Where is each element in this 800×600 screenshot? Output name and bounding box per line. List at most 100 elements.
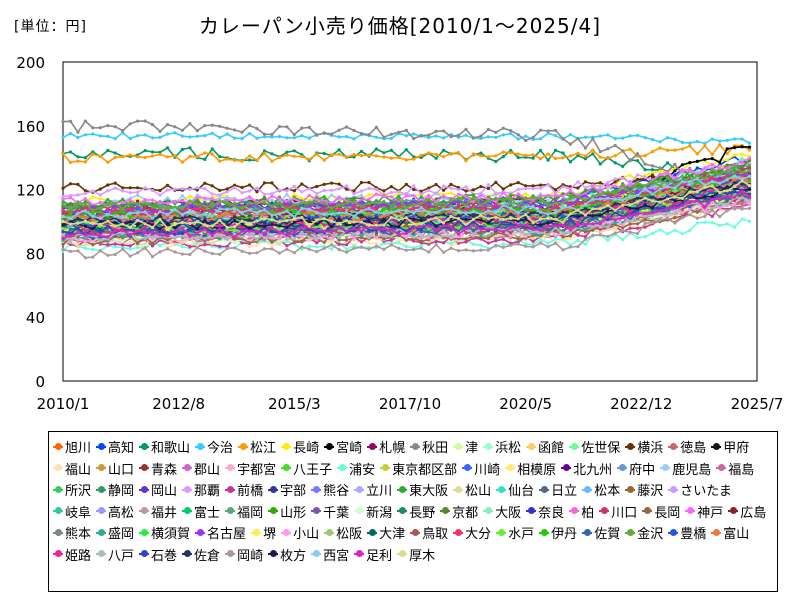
data-point: [136, 186, 140, 190]
data-point: [330, 188, 334, 192]
data-point: [486, 155, 490, 159]
data-point: [546, 158, 550, 162]
data-point: [165, 132, 170, 136]
data-point: [539, 128, 543, 132]
data-point: [733, 153, 737, 157]
data-point: [337, 187, 341, 191]
data-point: [262, 181, 267, 185]
data-point: [404, 198, 408, 202]
data-point: [636, 186, 640, 190]
data-point: [419, 243, 423, 248]
data-point: [210, 184, 214, 188]
data-point: [524, 134, 528, 138]
data-point: [188, 154, 192, 159]
data-point: [539, 186, 543, 190]
data-point: [359, 149, 364, 153]
data-point: [352, 192, 356, 196]
data-point: [546, 152, 550, 156]
data-point: [598, 227, 602, 231]
data-point: [680, 163, 685, 167]
data-point: [404, 134, 408, 138]
data-point: [427, 135, 431, 140]
data-point: [561, 151, 565, 155]
data-point: [233, 136, 237, 140]
data-point: [121, 129, 125, 133]
data-point: [98, 187, 102, 191]
data-point: [501, 126, 505, 130]
data-point: [464, 159, 468, 163]
data-point: [442, 129, 446, 133]
data-point: [650, 150, 655, 154]
data-point: [419, 134, 423, 138]
data-point: [471, 152, 475, 156]
data-point: [643, 173, 647, 177]
data-point: [225, 132, 229, 136]
data-point: [337, 242, 341, 246]
data-point: [576, 136, 580, 141]
data-point: [412, 132, 416, 136]
data-point: [76, 193, 80, 197]
data-point: [680, 140, 685, 145]
data-point: [180, 134, 184, 138]
data-point: [621, 149, 625, 153]
data-point: [113, 245, 117, 249]
data-point: [501, 187, 505, 191]
data-point: [412, 187, 416, 192]
data-point: [68, 182, 73, 186]
data-point: [703, 141, 707, 145]
data-point: [621, 193, 625, 197]
data-point: [83, 243, 87, 247]
data-point: [516, 137, 520, 141]
data-point: [218, 188, 222, 192]
data-point: [180, 194, 184, 198]
data-point: [173, 125, 177, 129]
data-point: [91, 150, 95, 154]
data-point: [740, 217, 744, 221]
data-point: [210, 192, 214, 196]
data-point: [524, 138, 528, 143]
data-point: [382, 189, 386, 193]
data-point: [561, 137, 565, 141]
data-point: [747, 141, 752, 145]
data-point: [277, 188, 281, 192]
data-point: [673, 228, 677, 232]
data-point: [389, 136, 393, 140]
data-point: [359, 193, 364, 197]
data-point: [486, 127, 490, 132]
data-point: [688, 144, 692, 148]
data-point: [598, 162, 602, 166]
data-point: [650, 168, 655, 172]
data-point: [300, 196, 304, 200]
data-point: [136, 245, 140, 250]
data-point: [61, 135, 65, 139]
data-point: [531, 136, 535, 140]
data-point: [195, 243, 199, 247]
data-point: [509, 132, 513, 136]
data-point: [165, 146, 170, 150]
data-point: [195, 193, 199, 197]
data-point: [337, 135, 341, 139]
data-point: [248, 154, 252, 158]
data-point: [636, 159, 640, 163]
data-point: [553, 128, 558, 132]
data-point: [367, 186, 371, 190]
data-point: [330, 247, 334, 251]
data-point: [389, 132, 393, 136]
data-point: [150, 123, 155, 127]
data-point: [255, 207, 259, 211]
data-point: [352, 137, 356, 141]
data-point: [524, 153, 528, 157]
data-point: [210, 131, 214, 135]
data-point: [427, 151, 431, 155]
data-point: [434, 239, 438, 243]
data-point: [352, 155, 356, 159]
data-point: [494, 135, 498, 139]
data-point: [539, 237, 543, 241]
data-point: [76, 135, 80, 140]
data-point: [397, 155, 401, 160]
data-point: [471, 136, 475, 140]
chart-title: カレーパン小売り価格[2010/1～2025/4]: [198, 14, 602, 38]
data-point: [643, 175, 647, 179]
data-point: [553, 237, 558, 241]
data-point: [553, 191, 558, 195]
